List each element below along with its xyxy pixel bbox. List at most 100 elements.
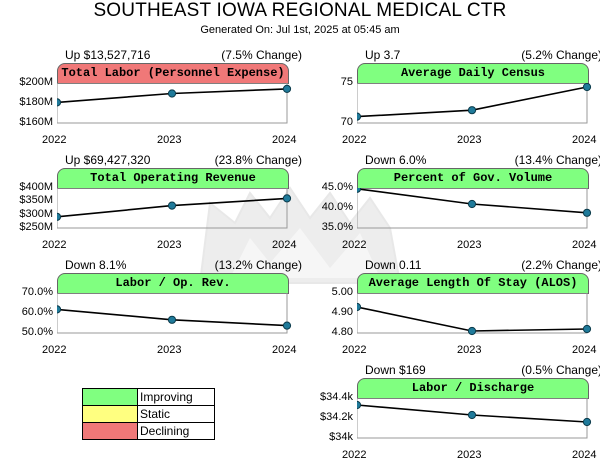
legend-swatch-static [82, 405, 138, 423]
data-point [582, 83, 592, 92]
x-tick-label: 2024 [272, 134, 297, 146]
y-tick-label: 70.0% [21, 286, 53, 298]
data-point [467, 326, 477, 336]
percent-change-text: (7.5% Change) [221, 48, 302, 62]
legend-label-declining: Declining [137, 422, 215, 440]
data-point [282, 194, 292, 203]
data-point [167, 315, 177, 324]
chart-title: Total Operating Revenue [57, 168, 289, 189]
y-tick-label: 4.90 [331, 306, 353, 318]
legend-item-improving: Improving [82, 388, 215, 406]
y-tick-label: 45.0% [321, 181, 353, 193]
x-tick-label: 2024 [272, 239, 297, 251]
legend: Improving Static Declining [82, 388, 215, 440]
data-point [57, 305, 62, 314]
x-tick-label: 2022 [342, 239, 367, 251]
y-tick-label: $160M [19, 116, 53, 128]
y-tick-label: $34k [329, 431, 353, 443]
line-chart [357, 188, 592, 229]
x-tick-label: 2023 [457, 344, 482, 356]
generated-timestamp: Generated On: Jul 1st, 2025 at 05:45 am [200, 24, 400, 36]
data-point [582, 417, 592, 427]
legend-item-declining: Declining [82, 422, 215, 440]
y-tick-label: $400M [19, 181, 53, 193]
y-tick-label: 75 [340, 76, 353, 88]
chart-panel: Up $13,527,716 (7.5% Change) Total Labor (… [19, 48, 302, 148]
data-point [282, 321, 292, 330]
x-tick-label: 2024 [572, 239, 597, 251]
chart-panel: Down 0.11 (2.2% Change) Average Length Of … [332, 258, 600, 358]
data-point [57, 212, 62, 221]
change-text: Down $169 [365, 363, 426, 377]
y-tick-label: 60.0% [21, 306, 53, 318]
data-point [357, 400, 362, 410]
x-tick-label: 2022 [342, 344, 367, 356]
x-tick-label: 2024 [572, 344, 597, 356]
x-tick-label: 2023 [157, 344, 182, 356]
x-tick-label: 2024 [272, 344, 297, 356]
x-tick-label: 2022 [42, 239, 67, 251]
change-text: Up $69,427,320 [65, 153, 151, 167]
data-point [467, 106, 477, 115]
chart-panel: Down 8.1% (13.2% Change) Labor / Op. Rev. 7… [22, 258, 302, 358]
line-chart [57, 293, 292, 334]
percent-change-text: (2.2% Change) [521, 258, 600, 272]
line-chart [57, 188, 292, 229]
x-tick-label: 2023 [457, 449, 482, 461]
data-point [167, 201, 177, 210]
chart-title: Average Daily Census [357, 63, 589, 84]
y-tick-label: 4.80 [331, 326, 353, 338]
plot-frame [57, 188, 288, 229]
line-chart [357, 398, 592, 439]
x-tick-label: 2024 [572, 449, 597, 461]
legend-label-improving: Improving [137, 388, 215, 406]
y-tick-label: 5.00 [331, 286, 353, 298]
legend-label-static: Static [137, 405, 215, 423]
data-point [467, 410, 477, 420]
y-tick-label: $300M [19, 207, 53, 220]
y-tick-label: $34.4k [319, 391, 353, 403]
y-tick-label: $350M [19, 194, 53, 207]
data-point [357, 302, 362, 312]
data-point [357, 112, 362, 121]
data-point [282, 84, 292, 93]
chart-panel: Up $69,427,320 (23.8% Change) Total Operat… [19, 153, 302, 253]
x-tick-label: 2022 [42, 134, 67, 146]
chart-title: Average Length Of Stay (ALOS) [357, 273, 589, 294]
y-tick-label: 70 [340, 116, 353, 128]
change-text: Down 8.1% [65, 258, 127, 272]
x-tick-label: 2022 [342, 134, 367, 146]
line-chart [357, 83, 592, 124]
percent-change-text: (13.4% Change) [514, 153, 600, 167]
data-point [582, 324, 592, 334]
chart-title: Labor / Op. Rev. [57, 273, 289, 294]
x-tick-label: 2022 [42, 344, 67, 356]
line-chart [357, 293, 592, 336]
y-tick-label: $250M [19, 221, 53, 233]
y-tick-label: 50.0% [21, 326, 53, 338]
legend-swatch-improving [82, 388, 138, 406]
x-tick-label: 2023 [457, 134, 482, 146]
data-point [167, 89, 177, 98]
chart-panel: Down $169 (0.5% Change) Labor / Discharge $… [320, 363, 600, 463]
line-chart [57, 83, 292, 124]
chart-title: Total Labor (Personnel Expense) [57, 63, 289, 84]
data-point [582, 208, 592, 217]
y-tick-label: $180M [19, 96, 53, 108]
x-tick-label: 2022 [342, 449, 367, 461]
plot-frame [57, 293, 288, 334]
x-tick-label: 2023 [157, 134, 182, 146]
y-tick-label: $34.2k [319, 411, 353, 423]
data-point [357, 188, 362, 193]
x-tick-label: 2023 [457, 239, 482, 251]
percent-change-text: (13.2% Change) [214, 258, 302, 272]
x-tick-label: 2024 [572, 134, 597, 146]
y-tick-label: 40.0% [321, 201, 353, 213]
change-text: Down 0.11 [365, 258, 422, 272]
data-point [57, 98, 62, 107]
legend-swatch-declining [82, 422, 138, 440]
chart-panel: Up 3.7 (5.2% Change) Average Daily Census 7… [341, 48, 600, 148]
y-tick-label: $200M [19, 76, 53, 88]
change-text: Up 3.7 [365, 48, 401, 62]
percent-change-text: (23.8% Change) [214, 153, 302, 167]
